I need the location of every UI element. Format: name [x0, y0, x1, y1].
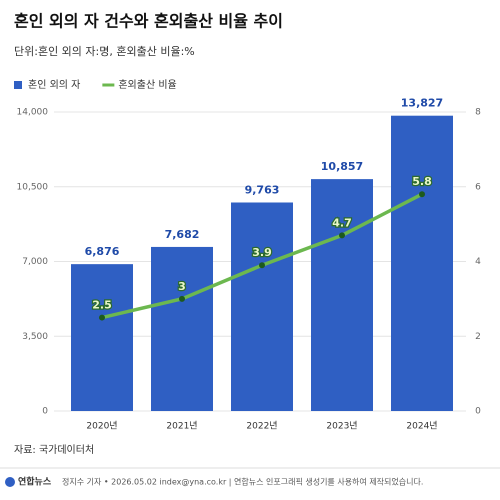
line-value-label: 3.9	[252, 246, 272, 259]
bar	[151, 246, 213, 411]
chart-title: 혼인 외의 자 건수와 혼외출산 비율 추이	[14, 12, 283, 31]
line-point	[419, 191, 425, 198]
line-value-label: 2.5	[92, 299, 112, 312]
bar-value-label: 10,857	[321, 160, 363, 173]
legend-swatch	[14, 81, 22, 89]
y2-tick-label: 8	[475, 108, 481, 118]
y-tick-label: 0	[42, 407, 48, 417]
bar	[391, 115, 453, 411]
x-tick-label: 2024년	[406, 421, 437, 432]
line-point	[99, 314, 105, 321]
line-point	[259, 262, 265, 269]
legend-label: 혼인 외의 자	[28, 78, 80, 91]
bar	[231, 202, 293, 411]
bar-value-label: 13,827	[401, 97, 443, 110]
y2-tick-label: 6	[475, 182, 481, 192]
chart-subtitle: 단위:혼인 외의 자:명, 혼외출산 비율:%	[14, 45, 195, 58]
line-point	[179, 295, 185, 302]
y2-tick-label: 4	[475, 257, 481, 267]
bar	[71, 264, 133, 411]
line-value-label: 4.7	[332, 216, 352, 229]
line-point	[339, 232, 345, 239]
bar-value-label: 6,876	[85, 245, 120, 258]
x-tick-label: 2020년	[86, 421, 117, 432]
logo: 연합뉴스	[18, 476, 52, 488]
y2-tick-label: 2	[475, 332, 481, 342]
y-tick-label: 10,500	[17, 182, 49, 192]
line-value-label: 3	[178, 280, 186, 293]
x-tick-label: 2021년	[166, 421, 197, 432]
x-tick-label: 2023년	[326, 421, 357, 432]
bar	[311, 179, 373, 411]
y-tick-label: 3,500	[22, 332, 48, 342]
bar-value-label: 7,682	[165, 228, 200, 241]
source: 자료: 국가데이터처	[14, 444, 94, 456]
line-value-label: 5.8	[412, 175, 432, 188]
credit: 정지수 기자 • 2026.05.02 index@yna.co.kr | 연합…	[62, 477, 423, 487]
y-tick-label: 7,000	[22, 257, 48, 267]
y-tick-label: 14,000	[17, 108, 49, 118]
x-tick-label: 2022년	[246, 421, 277, 432]
y2-tick-label: 0	[475, 407, 481, 417]
legend-label: 혼외출산 비율	[118, 78, 176, 91]
bar-value-label: 9,763	[245, 183, 280, 196]
logo-icon	[5, 477, 15, 487]
